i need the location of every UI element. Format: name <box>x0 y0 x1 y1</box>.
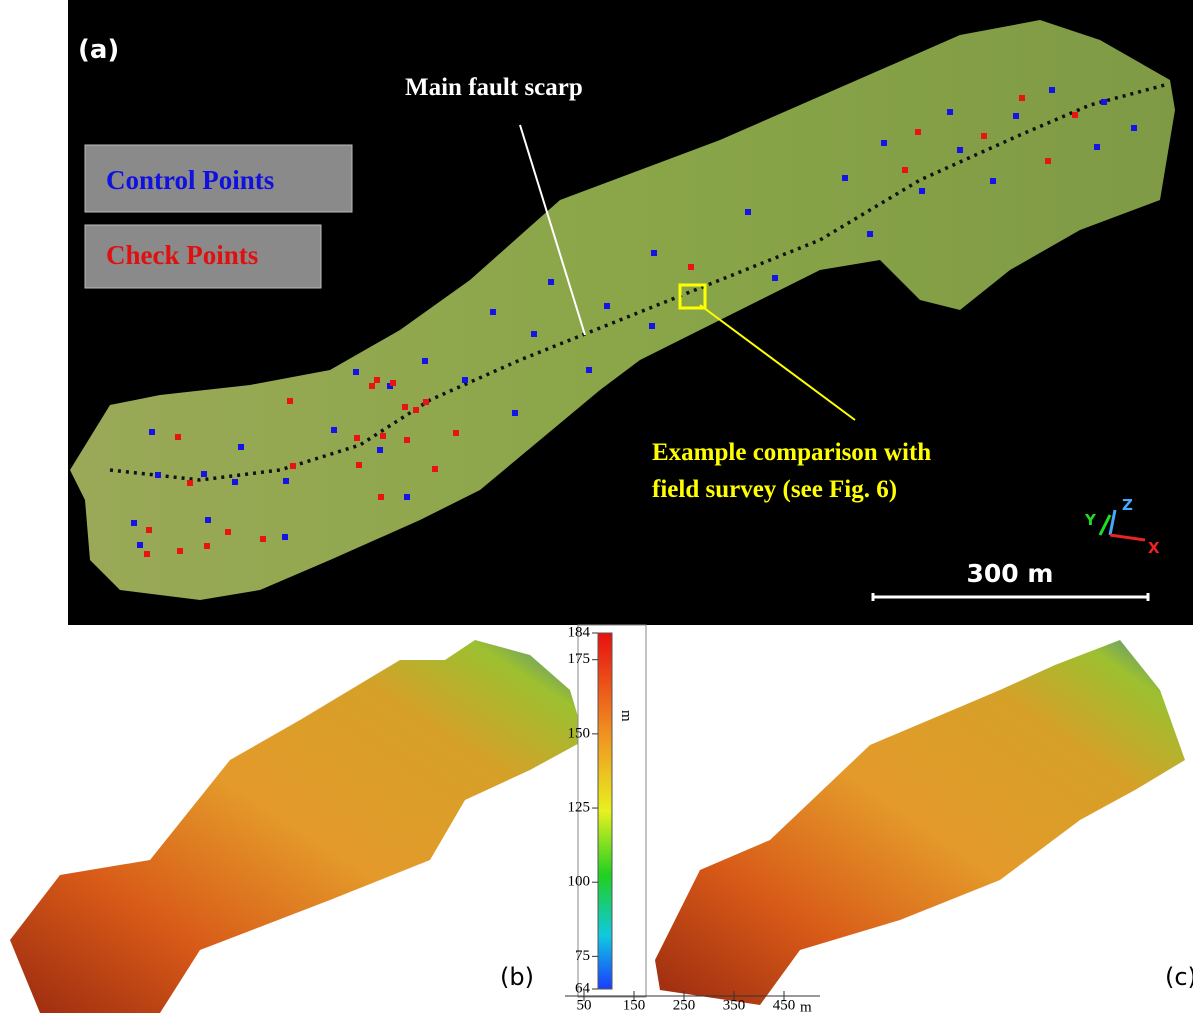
control-point <box>155 472 161 478</box>
check-point <box>287 398 293 404</box>
control-point <box>232 479 238 485</box>
control-point <box>490 309 496 315</box>
check-point <box>380 433 386 439</box>
control-point <box>149 429 155 435</box>
check-point <box>354 435 360 441</box>
panel-label: (b) <box>500 963 534 991</box>
control-point <box>1094 144 1100 150</box>
check-point <box>402 404 408 410</box>
dem-b <box>10 640 585 1013</box>
axis-label: Y <box>1084 511 1097 529</box>
check-point <box>290 463 296 469</box>
annotation: field survey (see Fig. 6) <box>652 476 897 503</box>
control-point <box>377 447 383 453</box>
control-point <box>512 410 518 416</box>
control-point <box>957 147 963 153</box>
scale-tick-label: 350 <box>723 997 746 1013</box>
control-point <box>531 331 537 337</box>
check-point <box>378 494 384 500</box>
control-point <box>331 427 337 433</box>
colorbar <box>598 633 612 989</box>
panel-label: (a) <box>78 35 119 65</box>
check-point <box>688 264 694 270</box>
colorbar-tick-label: 150 <box>568 725 591 741</box>
dem-c <box>655 640 1185 1005</box>
annotation: Main fault scarp <box>405 74 583 101</box>
check-point <box>374 377 380 383</box>
control-point <box>201 471 207 477</box>
check-point <box>175 434 181 440</box>
control-point <box>404 494 410 500</box>
check-point <box>1019 95 1025 101</box>
check-point <box>260 536 266 542</box>
axis-label: Z <box>1122 496 1133 514</box>
control-point <box>205 517 211 523</box>
control-point <box>867 231 873 237</box>
control-point <box>1049 87 1055 93</box>
control-point <box>586 367 592 373</box>
colorbar-tick-label: 100 <box>568 874 591 890</box>
control-point <box>990 178 996 184</box>
control-point <box>881 140 887 146</box>
control-point <box>283 478 289 484</box>
check-point <box>432 466 438 472</box>
control-point <box>137 542 143 548</box>
scale-tick-label: 50 <box>577 997 592 1013</box>
check-point <box>144 551 150 557</box>
check-point <box>902 167 908 173</box>
control-point <box>604 303 610 309</box>
control-point <box>947 109 953 115</box>
check-point <box>1045 158 1051 164</box>
check-point <box>187 480 193 486</box>
scale-bar-label: 300 m <box>967 559 1054 588</box>
check-point <box>204 543 210 549</box>
colorbar-tick-label: 175 <box>568 651 591 667</box>
check-point <box>915 129 921 135</box>
control-point <box>353 369 359 375</box>
colorbar-tick-label: 75 <box>575 948 590 964</box>
legend-label: Control Points <box>106 165 274 195</box>
control-point <box>1101 99 1107 105</box>
control-point <box>462 377 468 383</box>
check-point <box>177 548 183 554</box>
check-point <box>404 437 410 443</box>
control-point <box>422 358 428 364</box>
check-point <box>225 529 231 535</box>
control-point <box>649 323 655 329</box>
control-point <box>1131 125 1137 131</box>
figure: Control Points Check Points (a) Main fau… <box>0 0 1193 1013</box>
control-point <box>772 275 778 281</box>
check-point <box>453 430 459 436</box>
check-point <box>356 462 362 468</box>
scale-tick-label: 150 <box>623 997 646 1013</box>
colorbar-tick-label: 64 <box>575 980 591 996</box>
scale-unit: m <box>800 999 812 1013</box>
control-point <box>238 444 244 450</box>
colorbar-tick-label: 125 <box>568 799 591 815</box>
control-point <box>745 209 751 215</box>
check-point <box>369 383 375 389</box>
scale-tick-label: 250 <box>673 997 696 1013</box>
check-point <box>1072 112 1078 118</box>
control-point <box>919 188 925 194</box>
control-point <box>651 250 657 256</box>
control-point <box>1013 113 1019 119</box>
colorbar-unit: m <box>618 710 634 722</box>
axis-label: X <box>1148 539 1160 557</box>
annotation: Example comparison with <box>652 439 931 466</box>
check-point <box>423 399 429 405</box>
control-point <box>842 175 848 181</box>
scale-tick-label: 450 <box>773 997 796 1013</box>
panel-label: (c) <box>1165 963 1193 991</box>
legend-label: Check Points <box>106 240 258 270</box>
colorbar-tick-label: 184 <box>568 624 591 640</box>
check-point <box>981 133 987 139</box>
check-point <box>390 380 396 386</box>
control-point <box>548 279 554 285</box>
control-point <box>282 534 288 540</box>
control-point <box>131 520 137 526</box>
check-point <box>146 527 152 533</box>
check-point <box>413 407 419 413</box>
